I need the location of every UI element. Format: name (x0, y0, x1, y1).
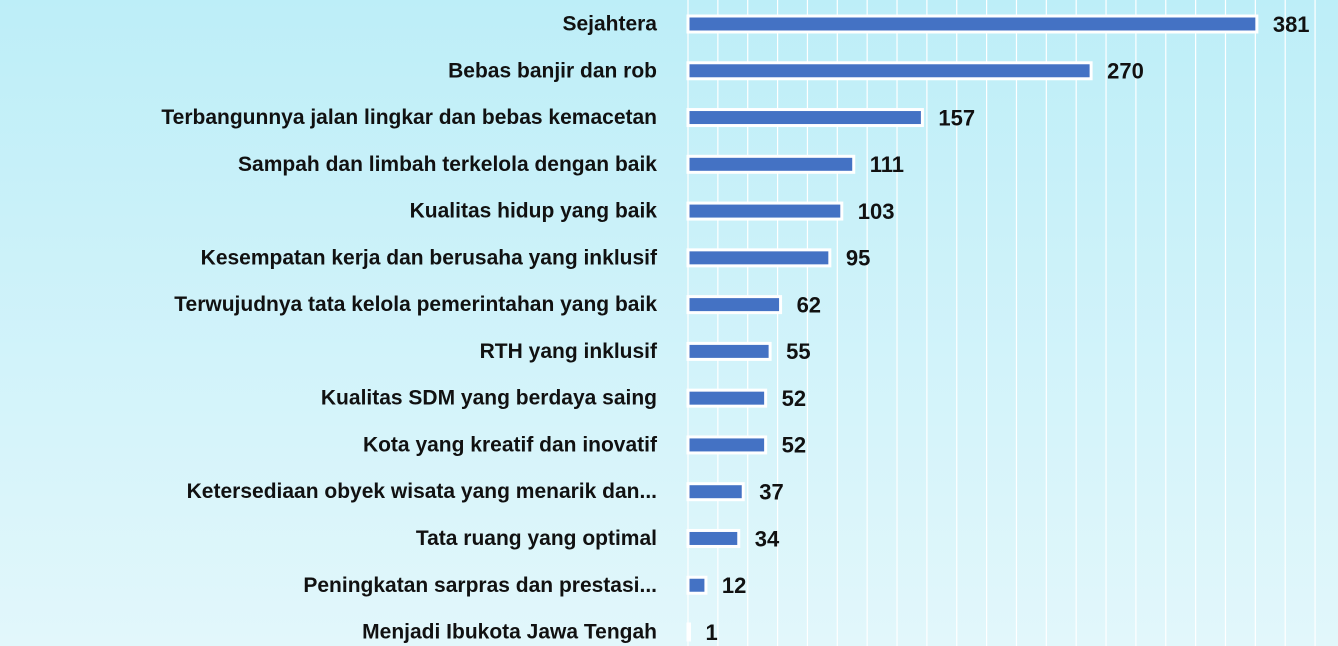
category-label: Tata ruang yang optimal (416, 527, 657, 550)
bar (688, 297, 781, 313)
value-label: 1 (705, 620, 717, 645)
bar (688, 437, 766, 453)
value-label: 55 (786, 339, 810, 364)
bar (688, 624, 689, 640)
bar (688, 343, 770, 359)
bar (688, 390, 766, 406)
category-label: Bebas banjir dan rob (448, 59, 657, 82)
value-label: 103 (858, 199, 895, 224)
value-label: 34 (755, 526, 780, 551)
value-label: 157 (938, 105, 975, 130)
category-label: Kualitas hidup yang baik (410, 200, 658, 223)
bar (688, 250, 830, 266)
bar (688, 203, 842, 219)
value-label: 95 (846, 246, 870, 271)
value-label: 12 (722, 573, 746, 598)
value-label: 52 (782, 433, 806, 458)
category-label: Peningkatan sarpras dan prestasi... (303, 574, 657, 597)
category-label: RTH yang inklusif (480, 340, 658, 363)
bar (688, 484, 743, 500)
bar (688, 577, 706, 593)
bar (688, 156, 854, 172)
bar (688, 16, 1257, 32)
value-label: 52 (782, 386, 806, 411)
category-label: Sejahtera (562, 13, 657, 36)
chart: Sejahtera 381 Bebas banjir dan rob 270 Terba… (0, 0, 1338, 646)
category-label: Terwujudnya tata kelola pemerintahan yan… (174, 293, 657, 316)
background (0, 0, 1338, 646)
category-label: Menjadi Ibukota Jawa Tengah (362, 621, 657, 644)
value-label: 62 (797, 292, 821, 317)
value-label: 37 (759, 480, 783, 505)
category-label: Kualitas SDM yang berdaya saing (321, 387, 657, 410)
category-label: Sampah dan limbah terkelola dengan baik (238, 153, 657, 176)
bar (688, 63, 1091, 79)
value-label: 381 (1273, 12, 1310, 37)
category-label: Kesempatan kerja dan berusaha yang inklu… (201, 246, 658, 269)
value-label: 270 (1107, 59, 1144, 84)
category-label: Ketersediaan obyek wisata yang menarik d… (187, 480, 657, 503)
bar (688, 110, 922, 126)
category-label: Terbangunnya jalan lingkar dan bebas kem… (161, 106, 657, 129)
page: {"chart_data": {"type": "bar", "orientat… (0, 0, 1338, 646)
bar (688, 530, 739, 546)
value-label: 111 (870, 152, 904, 177)
category-label: Kota yang kreatif dan inovatif (363, 433, 658, 456)
